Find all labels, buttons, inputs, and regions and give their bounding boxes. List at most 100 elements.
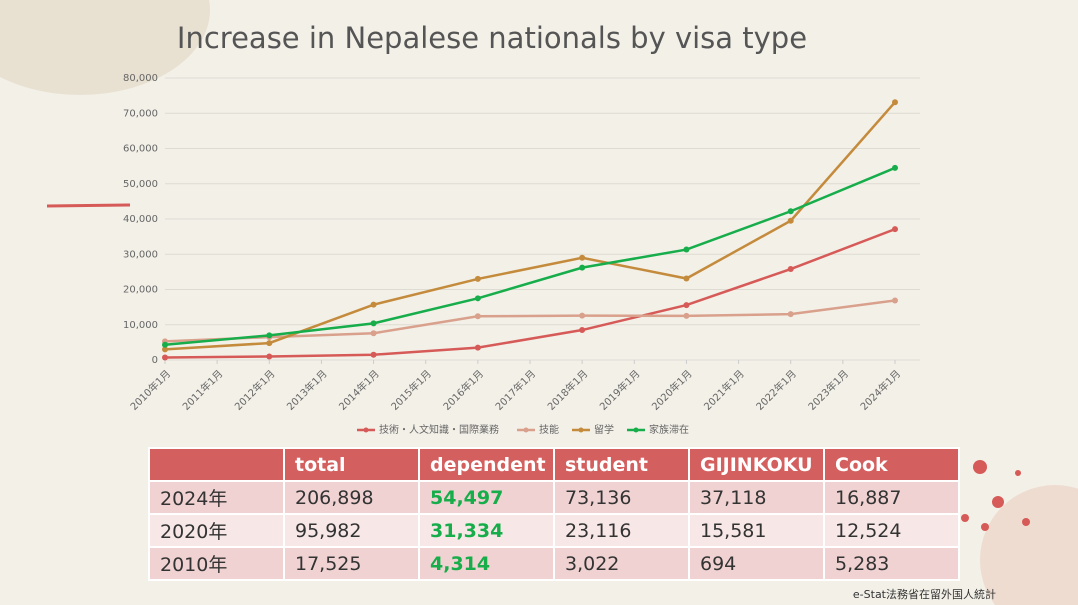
column-header: GIJINKOKU (688, 447, 825, 482)
series-line (164, 227, 896, 359)
legend-label: 留学 (594, 423, 614, 436)
y-tick-label: 60,000 (123, 144, 158, 155)
table-cell: 694 (688, 546, 825, 581)
x-tick-label: 2017年1月 (492, 367, 538, 413)
y-tick-label: 30,000 (123, 249, 158, 260)
column-header: student (553, 447, 690, 482)
y-tick-label: 40,000 (123, 214, 158, 225)
y-tick-label: 20,000 (123, 285, 158, 296)
data-point (266, 353, 273, 360)
legend-label: 家族滞在 (649, 423, 689, 436)
data-point (787, 266, 794, 273)
data-point (683, 312, 690, 319)
x-tick-label: 2012年1月 (232, 367, 278, 413)
table-row: 2020年 95,982 31,334 23,116 15,581 12,524 (148, 513, 960, 548)
data-point (162, 354, 168, 361)
y-tick-label: 0 (152, 355, 158, 366)
x-tick-label: 2021年1月 (701, 367, 747, 413)
table-cell: 73,136 (553, 480, 690, 515)
x-tick-label: 2023年1月 (805, 367, 851, 413)
source: e-Stat法務省在留外国人統計 (852, 588, 996, 601)
x-tick-label: 2022年1月 (753, 367, 799, 413)
table-cell: 23,116 (553, 513, 690, 548)
x-tick-label: 2019年1月 (597, 367, 643, 413)
row-label: 2024年 (148, 480, 285, 515)
x-tick-label: 2016年1月 (440, 367, 486, 413)
legend-swatch-dot (633, 427, 639, 433)
legend-label: 技術・人文知識・国際業務 (379, 423, 499, 436)
data-point (683, 275, 690, 282)
data-point (370, 330, 377, 337)
table-cell: 95,982 (283, 513, 420, 548)
y-tick-label: 80,000 (123, 73, 158, 84)
data-point (162, 346, 168, 353)
row-label: 2010年 (148, 546, 285, 581)
column-header: dependent (418, 447, 555, 482)
series-line (164, 166, 896, 347)
table-cell: 5,283 (823, 546, 960, 581)
data-point (370, 301, 377, 308)
data-point (474, 295, 481, 302)
data-point (892, 164, 898, 171)
data-point (162, 341, 168, 348)
data-point (266, 340, 273, 347)
y-tick-label: 50,000 (123, 179, 158, 190)
data-point (474, 344, 481, 351)
decor-dot (1015, 470, 1021, 476)
data-point (579, 312, 586, 319)
x-tick-label: 2015年1月 (388, 367, 434, 413)
decor-dot (973, 460, 987, 474)
x-tick-label: 2024年1月 (857, 367, 903, 413)
decor-blob (0, 0, 210, 95)
data-point (579, 327, 586, 334)
table-row: 2024年 206,898 54,497 73,136 37,118 16,887 (148, 480, 960, 515)
legend-swatch-dot (523, 427, 529, 433)
table-row: 2010年 17,525 4,314 3,022 694 5,283 (148, 546, 960, 581)
x-tick-label: 2014年1月 (336, 367, 382, 413)
decor-dot (981, 523, 989, 531)
data-point (370, 351, 377, 358)
x-tick-label: 2013年1月 (284, 367, 330, 413)
legend-swatch-dot (363, 427, 369, 433)
data-point (787, 217, 794, 224)
decor-dot (992, 496, 1004, 508)
column-header: Cook (823, 447, 960, 482)
table-cell: 3,022 (553, 546, 690, 581)
table-cell: 54,497 (418, 480, 555, 515)
table-cell: 37,118 (688, 480, 825, 515)
data-point (892, 297, 898, 304)
column-header: total (283, 447, 420, 482)
decor-dot (1022, 518, 1030, 526)
row-label: 2020年 (148, 513, 285, 548)
data-point (892, 226, 898, 233)
table-cell: 206,898 (283, 480, 420, 515)
data-point (787, 311, 794, 318)
data-point (266, 332, 273, 339)
series-line (164, 101, 896, 351)
data-point (683, 302, 690, 309)
data-point (787, 208, 794, 215)
data-point (370, 320, 377, 327)
decor-dot (961, 514, 969, 522)
decor-circle (980, 485, 1078, 605)
legend-label: 技能 (539, 423, 559, 436)
x-tick-label: 2011年1月 (180, 367, 226, 413)
legend-swatch-dot (578, 427, 584, 433)
table-cell: 4,314 (418, 546, 555, 581)
table-cell: 15,581 (688, 513, 825, 548)
table-cell: 17,525 (283, 546, 420, 581)
table-cell: 31,334 (418, 513, 555, 548)
decor-line (46, 203, 131, 208)
y-tick-label: 70,000 (123, 108, 158, 119)
corner-cell (148, 447, 285, 482)
data-point (474, 313, 481, 320)
data-point (474, 275, 481, 282)
data-point (683, 246, 690, 253)
x-tick-label: 2020年1月 (649, 367, 695, 413)
y-tick-label: 10,000 (123, 320, 158, 331)
table-cell: 16,887 (823, 480, 960, 515)
data-point (579, 254, 586, 261)
chart-title: Increase in Nepalese nationals by visa t… (177, 21, 807, 55)
